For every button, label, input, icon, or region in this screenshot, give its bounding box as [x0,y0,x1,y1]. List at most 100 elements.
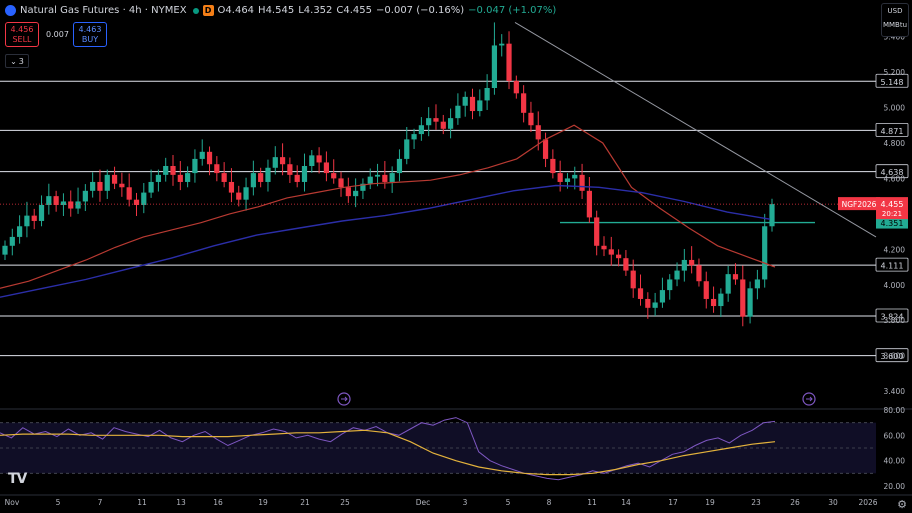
candle-body [309,155,315,166]
level-label-box [875,348,909,363]
candle-body [484,88,490,101]
indicator-collapse-button[interactable]: ⌄ 3 [5,54,29,68]
candle-body [747,288,753,317]
sell-button[interactable]: 4.456 SELL [5,22,39,47]
symbol-title[interactable]: Natural Gas Futures · 4h · NYMEX [20,5,187,16]
candle-body [374,174,381,177]
candle-body [725,274,731,294]
candle-body [521,93,527,113]
time-axis-tick: Dec [416,498,431,507]
time-axis-tick: 13 [176,498,186,507]
candle-body [535,125,541,140]
candle-body [163,166,169,175]
green-level-label: 4.351 [881,219,904,228]
sell-label: SELL [12,35,32,44]
indicator-count: 3 [18,56,24,66]
candle-body [564,178,571,182]
price-axis-tick: 3.800 [884,316,906,325]
level-label: 4.871 [881,127,904,136]
event-arrow-glyph [806,396,813,402]
candle-body [90,181,96,191]
symbol-header: Natural Gas Futures · 4h · NYMEX D O4.46… [5,3,556,18]
candle-body [97,181,103,191]
candle-body [360,183,366,191]
time-axis-tick: 2026 [858,498,877,507]
time-axis-tick: 26 [790,498,800,507]
price-axis-tick: 3.400 [884,387,906,396]
currency-unit-menu[interactable]: USD MMBtu [881,3,909,37]
candle-body [499,43,505,46]
candle-body [46,196,52,205]
candle-body [455,105,461,119]
candle-body [586,190,592,218]
currency-label: USD [887,7,903,15]
candle-body [754,279,760,289]
candle-body [104,174,110,191]
candle-body [674,270,680,280]
level-label: 3.600 [881,352,904,361]
candle-body [148,181,154,193]
candle-body [579,174,585,191]
candle-body [623,258,629,271]
ohlc-low: L4.352 [298,5,333,16]
candle-body [250,173,256,188]
candle-body [389,173,395,182]
candle-body [506,43,512,81]
time-axis-tick: 19 [705,498,715,507]
candle-body [345,187,351,197]
candle-body [659,290,666,303]
sell-price: 4.456 [10,25,34,34]
candle-body [60,201,67,205]
ohlc-change: −0.007 (−0.16%) [376,5,465,16]
time-axis-tick: 14 [621,498,631,507]
candle-body [17,226,23,237]
time-axis-tick: 8 [547,498,552,507]
buy-button[interactable]: 4.463 BUY [73,22,107,47]
buy-label: BUY [81,35,99,44]
candle-body [9,236,15,246]
candle-body [528,112,534,126]
spread-value: 0.007 [46,30,69,39]
price-axis-tick: 4.000 [884,281,906,290]
ohlc-open: O4.464 [217,5,255,16]
delay-badge: D [202,5,214,16]
symbol-tag: NGF2026 [842,200,877,209]
time-axis-tick: 30 [828,498,838,507]
candle-body [557,173,563,182]
candle-body [323,162,330,174]
candle-body [214,164,220,174]
candle-body [762,226,768,280]
settings-gear-icon[interactable]: ⚙ [897,498,907,511]
candle-body [411,134,417,140]
candle-body [338,178,344,188]
candle-body [331,173,337,179]
candle-body [550,158,556,174]
level-label-box [875,257,909,272]
candle-body [133,199,140,205]
candle-body [681,259,687,271]
candle-body [616,254,622,259]
time-axis-tick: Nov [5,498,20,507]
price-axis-tick: 5.000 [884,104,906,113]
candle-body [367,176,373,184]
candle-body [221,173,227,182]
candle-body [265,167,271,182]
level-label-box [875,73,909,88]
candle-body [75,201,81,209]
candle-body [170,166,176,175]
chevron-down-icon: ⌄ [10,56,17,66]
level-label-box [875,122,909,137]
last-price-box [876,197,908,220]
level-label-box [875,308,909,323]
price-axis-tick: 5.400 [884,33,906,42]
price-axis-tick: 4.200 [884,245,906,254]
event-arrow-icon [802,392,816,406]
candle-body [542,139,549,159]
candle-body [513,80,519,94]
candle-body [279,157,286,165]
candle-body [447,118,454,129]
candle-body [630,270,636,289]
time-axis-tick: 23 [751,498,761,507]
candle-body [433,118,439,122]
